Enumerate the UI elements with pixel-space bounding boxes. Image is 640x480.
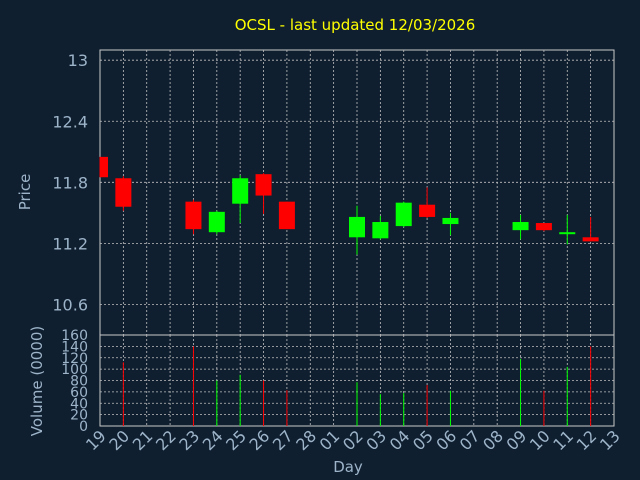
chart-title: OCSL - last updated 12/03/2026 (235, 16, 476, 34)
volume-tick-label: 20 (70, 408, 88, 424)
candle-body (372, 222, 389, 239)
candle-body (395, 202, 412, 227)
volume-tick-label: 100 (61, 362, 88, 378)
price-axis-label: Price (16, 174, 34, 211)
price-panel: 10.6 11.2 11.8 12.4 13 (52, 49, 615, 336)
volume-tick-label: 40 (70, 396, 88, 412)
volume-tick-label: 140 (61, 339, 88, 355)
price-tick-label: 12.4 (52, 112, 88, 131)
price-tick-label: 10.6 (52, 295, 88, 314)
price-tick-label: 11.2 (52, 234, 88, 253)
candle-body (582, 237, 599, 242)
volume-tick-label: 160 (61, 328, 88, 344)
volume-tick-label: 80 (70, 374, 88, 390)
volume-axis-label: Volume (0000) (28, 326, 46, 436)
candle-body (535, 223, 552, 231)
price-plot-frame (99, 49, 615, 336)
volume-tick-label: 120 (61, 351, 88, 367)
candle-body (419, 204, 436, 217)
candle-body (349, 216, 365, 238)
candle-body (512, 222, 529, 231)
price-tick-label: 11.8 (52, 173, 88, 192)
volume-tick-label: 0 (79, 419, 88, 435)
candle-body (100, 156, 108, 178)
candle-body (185, 201, 202, 230)
price-tick-label: 13 (68, 51, 88, 70)
x-tick-label: 13 (596, 426, 624, 454)
candle-body (208, 211, 225, 233)
volume-tick-label: 60 (70, 385, 88, 401)
candle-body (559, 232, 576, 235)
candle-body (115, 178, 132, 207)
candle-body (232, 178, 249, 204)
candle-body (442, 217, 459, 225)
candle-body (255, 174, 272, 196)
candle-body (278, 201, 295, 230)
x-axis: 1920212223242526272801020304050607080910… (82, 426, 624, 454)
x-axis-label: Day (333, 458, 363, 476)
